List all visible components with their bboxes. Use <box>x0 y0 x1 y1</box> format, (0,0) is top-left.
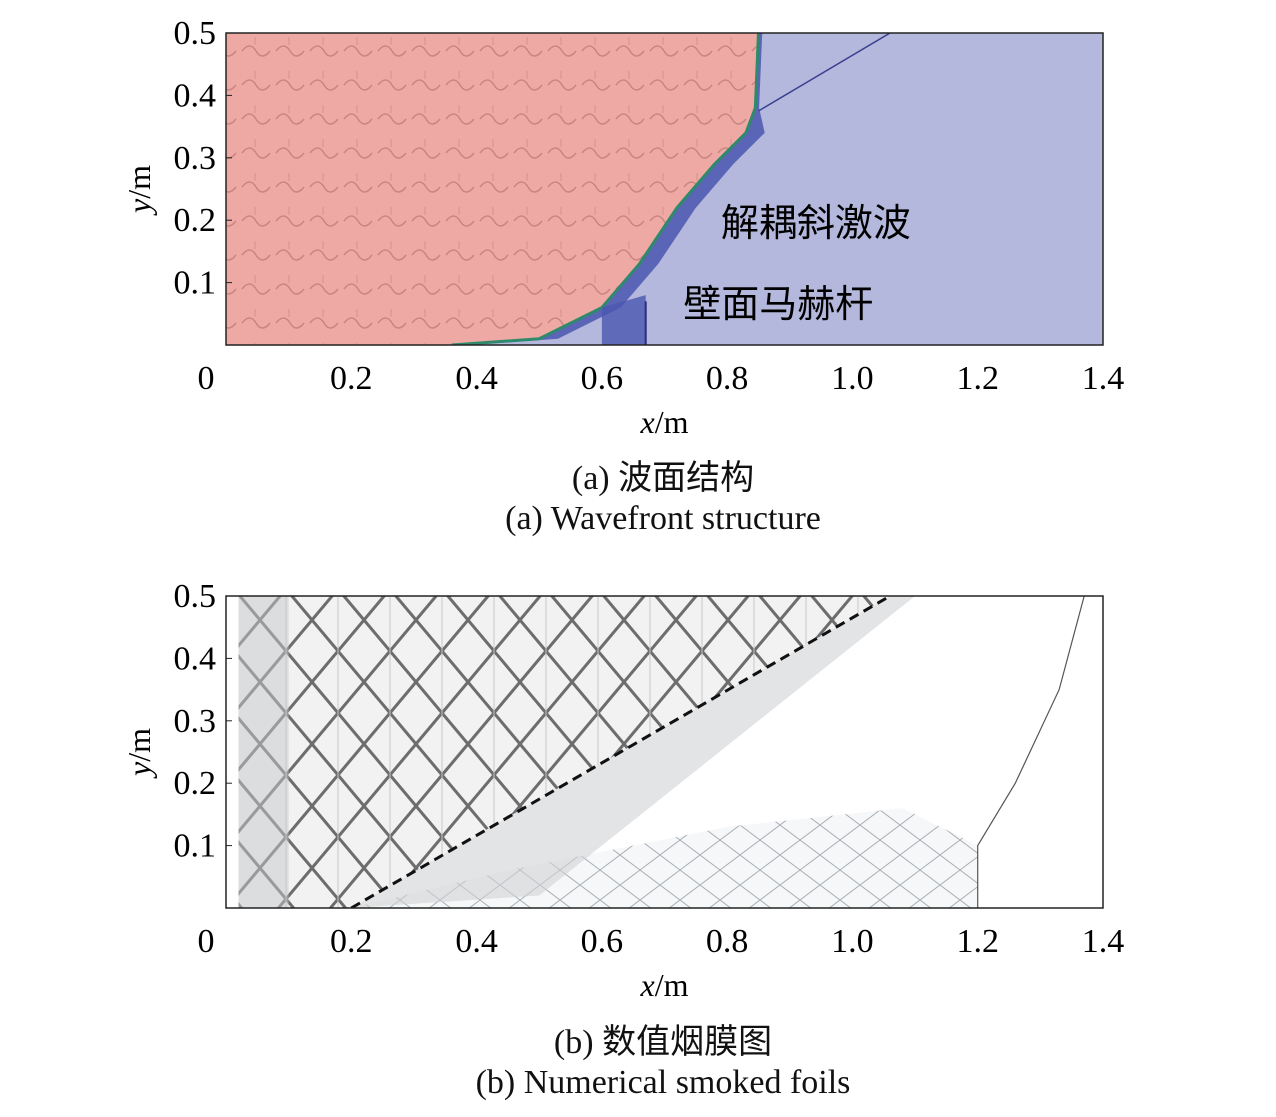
x-tick-label: 0 <box>198 360 215 397</box>
y-axis-unit: /m <box>121 728 157 762</box>
front-arc <box>977 596 1085 908</box>
x-tick-label: 1.2 <box>956 923 999 960</box>
x-axis-unit: /m <box>655 404 689 440</box>
x-tick-label: 0 <box>198 923 215 960</box>
y-tick-label: 0.2 <box>174 765 217 802</box>
y-tick-label: 0.4 <box>174 77 217 114</box>
annotation-oblique-shock: 解耦斜激波 <box>721 201 911 245</box>
y-tick-label: 0.3 <box>174 703 217 740</box>
x-tick-label: 0.4 <box>455 360 498 397</box>
x-tick-label: 1.2 <box>956 360 999 397</box>
x-tick-label: 1.4 <box>1082 360 1125 397</box>
y-tick-label: 0.3 <box>174 140 217 177</box>
x-tick-label: 1.0 <box>831 923 874 960</box>
y-tick-label: 0.4 <box>174 640 217 677</box>
oblique-shock <box>758 33 891 112</box>
oblique-track-region <box>351 596 916 908</box>
y-tick-label: 0.2 <box>174 202 217 239</box>
y-axis-var: y <box>121 198 157 216</box>
x-tick-label: 0.2 <box>330 923 373 960</box>
x-tick-label: 0.6 <box>581 923 624 960</box>
plot-frame <box>225 595 1104 909</box>
panel-b-numerical-smoked-foils: 0 0.2 0.4 0.6 0.8 1.0 1.2 1.4 0.1 0.2 0.3 0.4 0.5 x/m… <box>121 578 1124 1003</box>
initiation-strip <box>238 596 289 908</box>
x-axis-label: x/m <box>640 404 689 440</box>
detonation-front-band <box>451 33 765 345</box>
x-tick-label: 0.6 <box>581 360 624 397</box>
y-tick-label: 0.1 <box>174 828 217 865</box>
y-axis-unit: /m <box>121 165 157 199</box>
dashed-line <box>350 596 891 908</box>
plot-frame <box>225 32 1104 346</box>
caption-a-en: (a) Wavefront structure <box>505 500 821 537</box>
y-axis-label: y/m <box>121 728 157 779</box>
x-tick-label: 0.4 <box>455 923 498 960</box>
plot-area <box>226 33 1103 345</box>
y-tick-label: 0.5 <box>174 15 217 52</box>
burned-region <box>226 33 759 345</box>
x-tick-label: 1.4 <box>1082 923 1125 960</box>
cellular-pattern-region <box>238 596 891 908</box>
y-axis-var: y <box>121 761 157 779</box>
mach-stem-region <box>601 295 646 345</box>
x-axis-var: x <box>640 404 655 440</box>
y-tick-label: 0.5 <box>174 578 217 615</box>
annotation-wall-mach-stem: 壁面马赫杆 <box>683 282 873 326</box>
caption-b-zh: (b) 数值烟膜图 <box>553 1024 773 1061</box>
x-tick-label: 0.8 <box>706 360 749 397</box>
x-axis-label: x/m <box>640 967 689 1003</box>
caption-a-zh: (a) 波面结构 <box>571 460 755 497</box>
x-axis-var: x <box>640 967 655 1003</box>
plot-area <box>226 596 1103 908</box>
y-axis-label: y/m <box>121 165 157 216</box>
x-axis-unit: /m <box>655 967 689 1003</box>
x-tick-label: 0.2 <box>330 360 373 397</box>
detonation-front <box>451 33 760 345</box>
y-tick-label: 0.1 <box>174 265 217 302</box>
x-tick-label: 1.0 <box>831 360 874 397</box>
x-tick-label: 0.8 <box>706 923 749 960</box>
caption-b-en: (b) Numerical smoked foils <box>475 1064 851 1101</box>
